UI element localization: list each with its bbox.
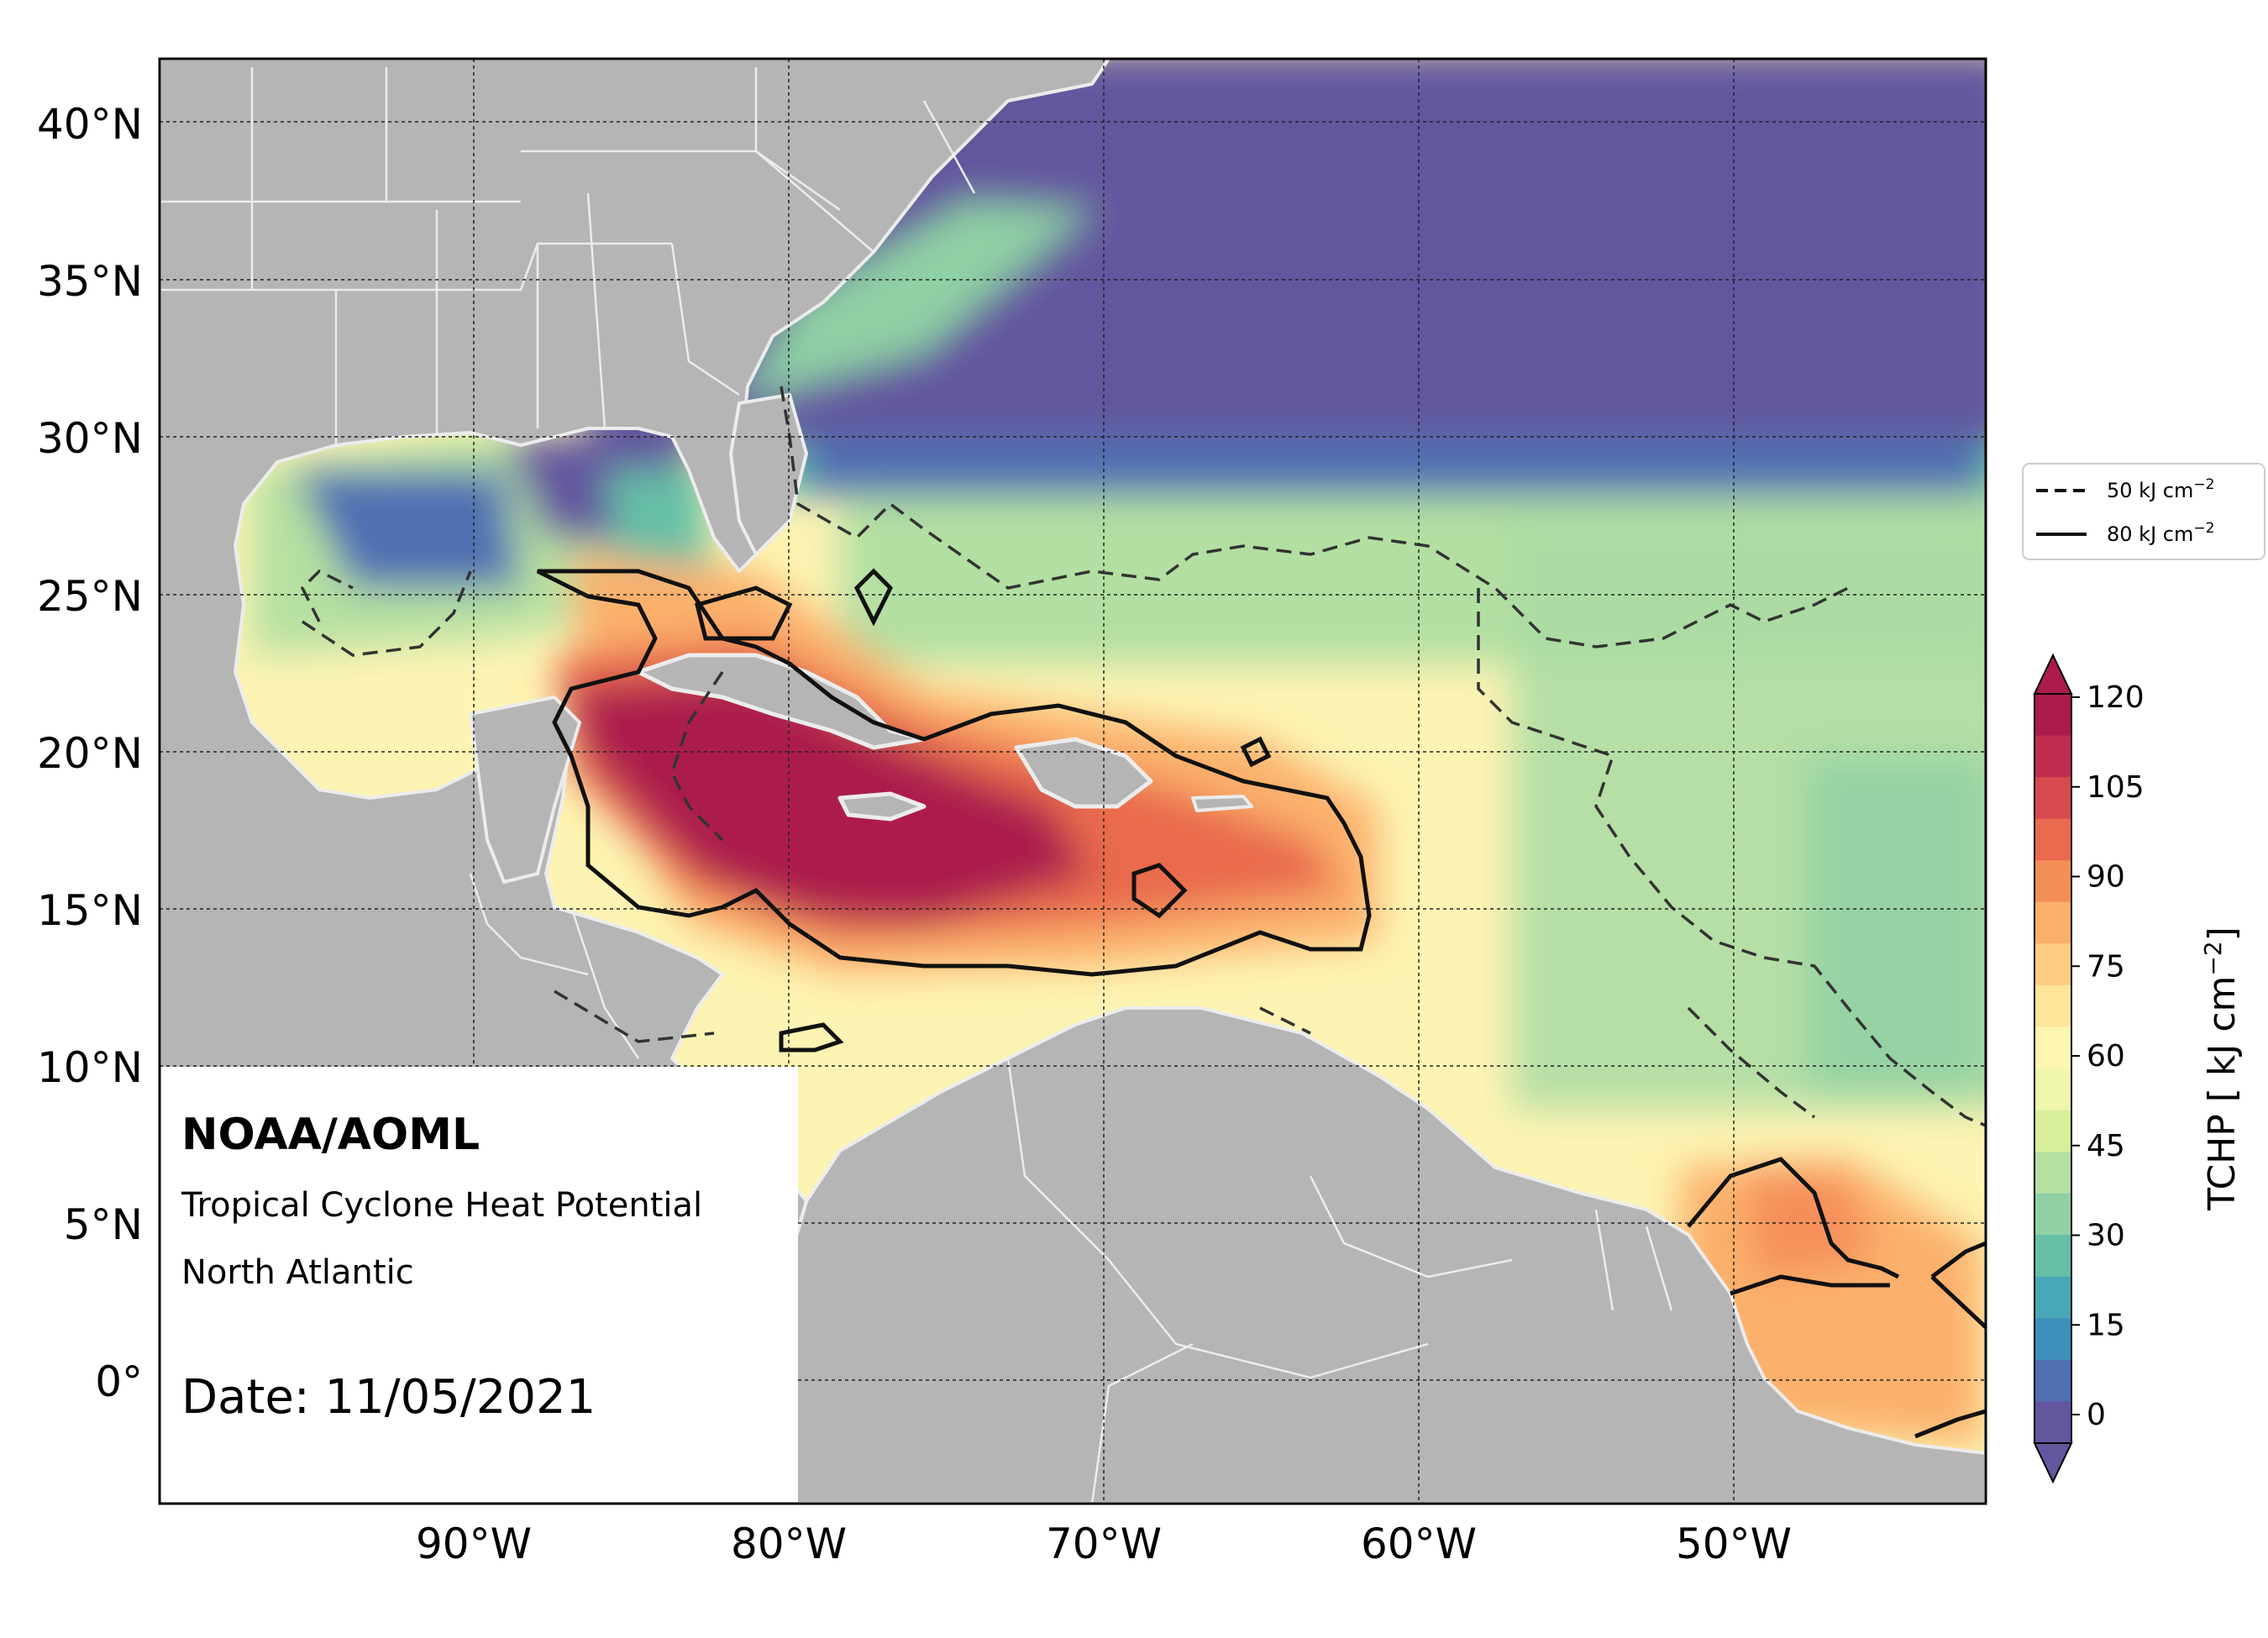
colorbar-segment <box>2034 777 2071 820</box>
annotation-product: Tropical Cyclone Heat Potential <box>181 1186 702 1225</box>
lat-tick-label: 5°N <box>64 1200 143 1249</box>
colorbar-segment <box>2034 860 2071 903</box>
colorbar-frame <box>2034 693 2072 1444</box>
contour-legend: 50 kJ cm−2 80 kJ cm−2 <box>2022 463 2265 560</box>
colorbar: 120 105 90 75 60 45 30 15 0 TCHP [ kJ cm−2] <box>2033 653 2244 1484</box>
colorbar-top-arrow <box>2033 653 2073 695</box>
lat-tick-label: 10°N <box>37 1043 143 1092</box>
annotation-box <box>160 1067 798 1504</box>
colorbar-segment <box>2034 1318 2071 1361</box>
lon-tick-label: 60°W <box>1361 1520 1477 1568</box>
colorbar-tick-label: 75 <box>2087 949 2125 984</box>
colorbar-tick-label: 15 <box>2087 1308 2125 1342</box>
lon-tick-label: 80°W <box>731 1520 847 1568</box>
lat-tick-label: 20°N <box>37 729 143 778</box>
colorbar-segment <box>2034 1276 2071 1319</box>
colorbar-segment <box>2034 818 2071 861</box>
colorbar-segment <box>2034 901 2071 944</box>
lat-tick-label: 25°N <box>37 572 143 621</box>
contour-80 <box>536 568 1986 1439</box>
lat-tick-label: 15°N <box>37 886 143 935</box>
colorbar-segment <box>2034 1359 2071 1402</box>
lat-tick-label: 30°N <box>37 414 143 463</box>
colorbar-bottom-arrow <box>2033 1442 2073 1484</box>
colorbar-segment <box>2034 1193 2071 1236</box>
lat-tick-label: 35°N <box>37 257 143 306</box>
colorbar-segment <box>2034 1068 2071 1111</box>
lon-tick-label: 50°W <box>1676 1520 1792 1568</box>
colorbar-tick-label: 120 <box>2087 680 2145 715</box>
contour-50 <box>300 386 1986 1127</box>
colorbar-tick-label: 30 <box>2087 1219 2125 1253</box>
map-area <box>160 59 1986 1504</box>
colorbar-segment <box>2034 943 2071 986</box>
colorbar-tick-label: 105 <box>2087 770 2145 805</box>
colorbar-segment <box>2034 1152 2071 1194</box>
colorbar-tick-label: 0 <box>2087 1398 2106 1432</box>
lat-tick-label: 40°N <box>37 100 143 149</box>
colorbar-segment <box>2034 694 2071 737</box>
annotation-region: North Atlantic <box>181 1253 414 1292</box>
gridlines <box>160 59 1986 1504</box>
colorbar-segment <box>2034 1110 2071 1152</box>
map-frame <box>158 57 1987 1505</box>
lon-tick-labels: 90°W 80°W 70°W 60°W 50°W <box>416 1520 1792 1568</box>
colorbar-label: TCHP [ kJ cm−2] <box>2199 927 2244 1211</box>
lat-tick-label: 0° <box>95 1357 143 1406</box>
lat-tick-labels: 40°N 35°N 30°N 25°N 20°N 15°N 10°N 5°N 0… <box>37 100 143 1406</box>
colorbar-tick-label: 45 <box>2087 1129 2125 1163</box>
legend-dashed-label: 50 kJ cm−2 <box>2107 476 2214 502</box>
legend-solid-label: 80 kJ cm−2 <box>2107 520 2214 546</box>
lon-tick-label: 90°W <box>416 1520 532 1568</box>
colorbar-segment <box>2034 735 2071 778</box>
colorbar-tick-label: 60 <box>2087 1039 2125 1074</box>
political-borders <box>160 67 1673 1504</box>
annotation-org: NOAA/AOML <box>181 1110 480 1160</box>
colorbar-tick-label: 90 <box>2087 860 2125 895</box>
annotation-date: Date: 11/05/2021 <box>181 1370 596 1425</box>
colorbar-segment <box>2034 1026 2071 1069</box>
colorbar-segment <box>2034 1401 2071 1444</box>
colorbar-segment <box>2034 984 2071 1027</box>
lon-tick-label: 70°W <box>1046 1520 1162 1568</box>
colorbar-segment <box>2034 1235 2071 1278</box>
